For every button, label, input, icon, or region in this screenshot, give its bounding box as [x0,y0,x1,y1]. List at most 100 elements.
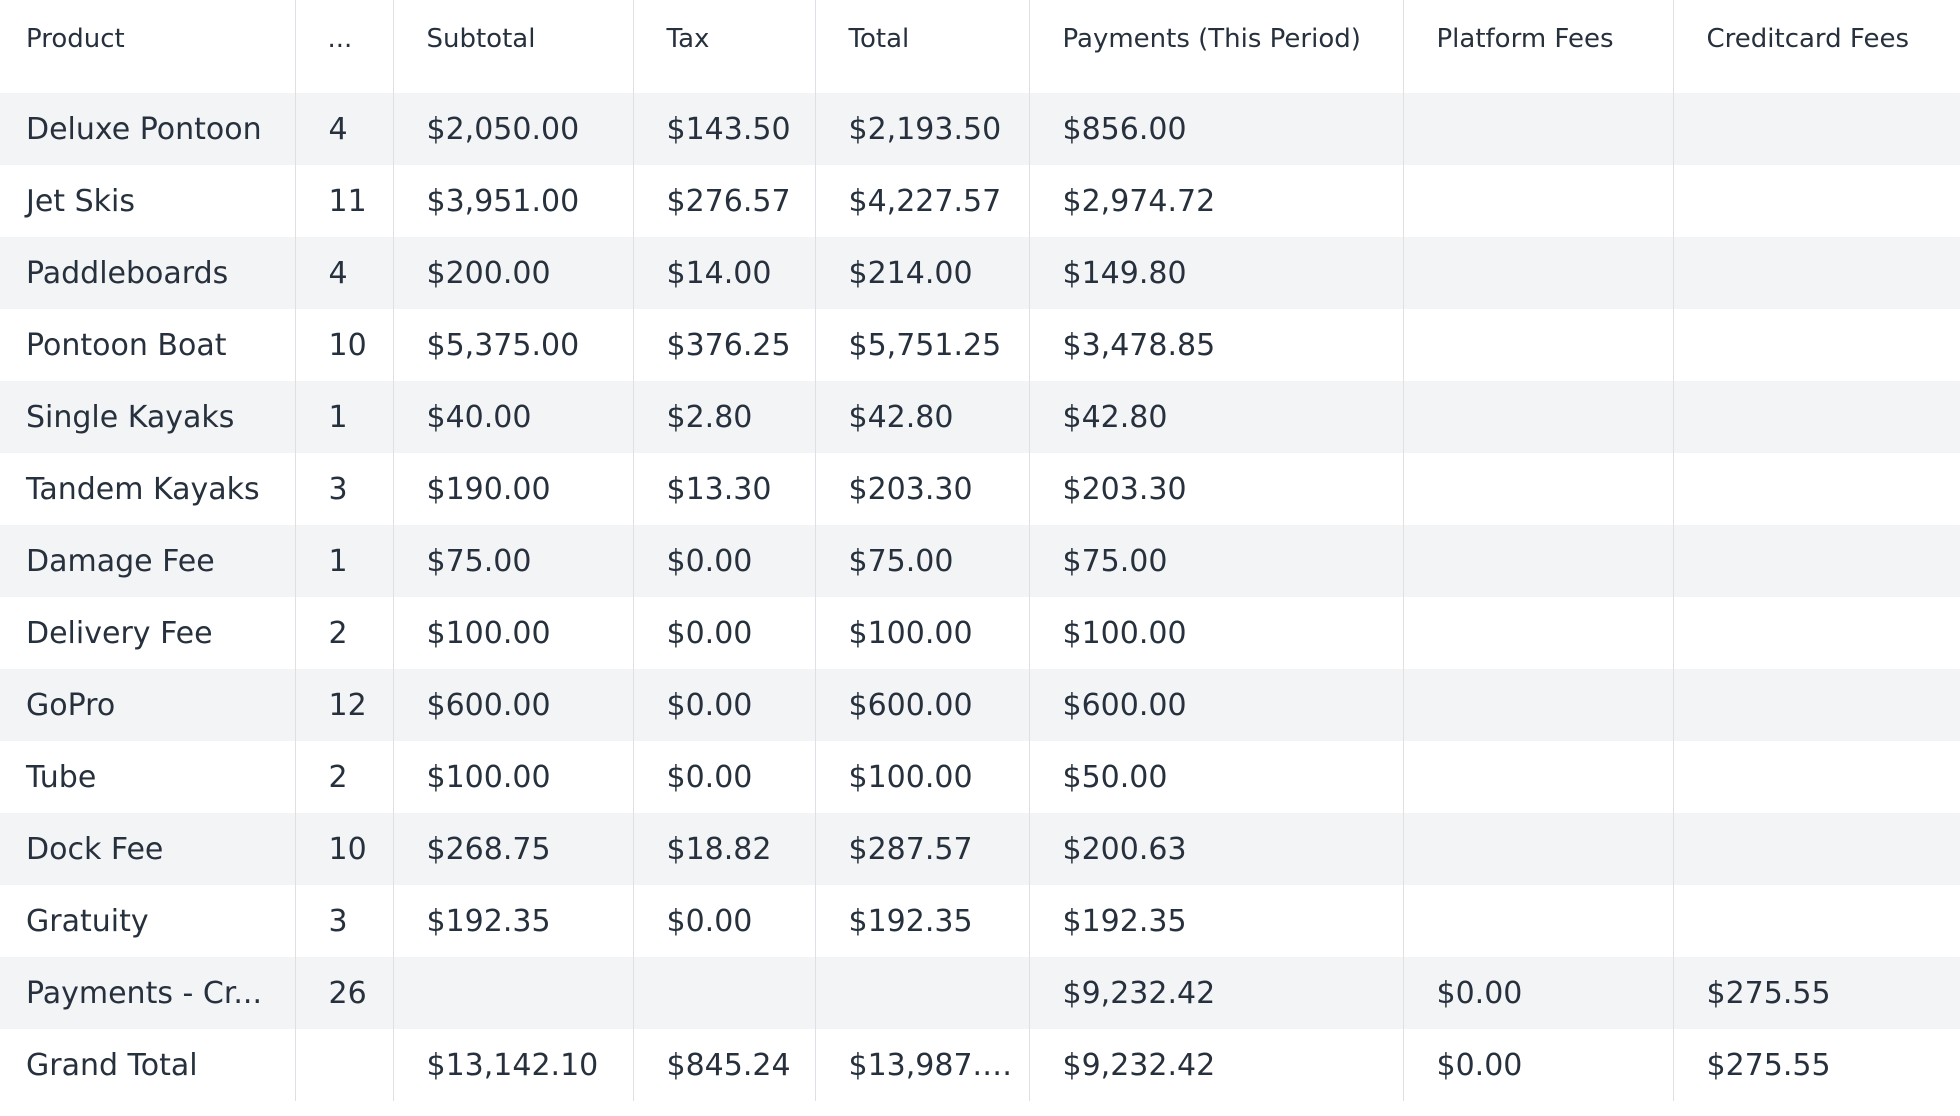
cell-product: Paddleboards [0,237,295,309]
cell-total: $287.57 [814,813,1029,885]
cell-quantity: 2 [294,741,393,813]
table-row[interactable]: Gratuity 3 $192.35 $0.00 $192.35 $192.35 [0,885,1960,957]
table-row[interactable]: Damage Fee 1 $75.00 $0.00 $75.00 $75.00 [0,525,1960,597]
cell-subtotal: $75.00 [392,525,633,597]
cell-total: $600.00 [814,669,1029,741]
cell-platform-fees [1402,93,1673,165]
cell-total: $2,193.50 [814,93,1029,165]
cell-tax: $13.30 [632,453,815,525]
cell-subtotal: $100.00 [392,597,633,669]
cell-total: $75.00 [814,525,1029,597]
cell-product: Delivery Fee [0,597,295,669]
cell-creditcard-fees [1672,597,1960,669]
cell-payments: $9,232.42 [1028,1029,1403,1101]
table-row[interactable]: Grand Total $13,142.10 $845.24 $13,987.34 $9… [0,1029,1960,1101]
cell-payments: $203.30 [1028,453,1403,525]
cell-product: Pontoon Boat [0,309,295,381]
table-row[interactable]: Payments - Cr... 26 $9,232.42 $0.00 $275.55 [0,957,1960,1029]
cell-subtotal: $3,951.00 [392,165,633,237]
table-row[interactable]: Pontoon Boat 10 $5,375.00 $376.25 $5,751.25 $… [0,309,1960,381]
cell-creditcard-fees [1672,453,1960,525]
table-row[interactable]: GoPro 12 $600.00 $0.00 $600.00 $600.00 [0,669,1960,741]
cell-product: Single Kayaks [0,381,295,453]
cell-creditcard-fees: $275.55 [1672,1029,1960,1101]
column-header-tax[interactable]: Tax [632,0,815,93]
cell-tax: $2.80 [632,381,815,453]
cell-quantity: 12 [294,669,393,741]
cell-payments: $75.00 [1028,525,1403,597]
column-header-platform-fees[interactable]: Platform Fees [1402,0,1673,93]
cell-subtotal [392,957,633,1029]
table-row[interactable]: Paddleboards 4 $200.00 $14.00 $214.00 $149.80 [0,237,1960,309]
cell-creditcard-fees: $275.55 [1672,957,1960,1029]
cell-subtotal: $192.35 [392,885,633,957]
cell-total: $42.80 [814,381,1029,453]
cell-creditcard-fees [1672,669,1960,741]
cell-subtotal: $2,050.00 [392,93,633,165]
cell-tax: $0.00 [632,525,815,597]
cell-creditcard-fees [1672,525,1960,597]
cell-total: $203.30 [814,453,1029,525]
cell-payments: $42.80 [1028,381,1403,453]
cell-total: $100.00 [814,741,1029,813]
cell-payments: $149.80 [1028,237,1403,309]
cell-payments: $192.35 [1028,885,1403,957]
cell-tax: $276.57 [632,165,815,237]
cell-total [814,957,1029,1029]
cell-payments: $200.63 [1028,813,1403,885]
cell-total: $13,987.34 [814,1029,1029,1101]
cell-product: Grand Total [0,1029,295,1101]
column-header-subtotal[interactable]: Subtotal [392,0,633,93]
cell-subtotal: $100.00 [392,741,633,813]
cell-product: Dock Fee [0,813,295,885]
cell-payments: $856.00 [1028,93,1403,165]
cell-quantity: 3 [294,453,393,525]
table-row[interactable]: Tube 2 $100.00 $0.00 $100.00 $50.00 [0,741,1960,813]
cell-tax [632,957,815,1029]
table-row[interactable]: Tandem Kayaks 3 $190.00 $13.30 $203.30 $203.3… [0,453,1960,525]
table-row[interactable]: Deluxe Pontoon 4 $2,050.00 $143.50 $2,193.50… [0,93,1960,165]
cell-subtotal: $200.00 [392,237,633,309]
table-row[interactable]: Delivery Fee 2 $100.00 $0.00 $100.00 $100.00 [0,597,1960,669]
table-row[interactable]: Dock Fee 10 $268.75 $18.82 $287.57 $200.63 [0,813,1960,885]
cell-tax: $0.00 [632,597,815,669]
cell-platform-fees [1402,453,1673,525]
table-row[interactable]: Single Kayaks 1 $40.00 $2.80 $42.80 $42.80 [0,381,1960,453]
cell-platform-fees [1402,309,1673,381]
cell-tax: $0.00 [632,669,815,741]
cell-tax: $18.82 [632,813,815,885]
cell-platform-fees [1402,669,1673,741]
cell-payments: $100.00 [1028,597,1403,669]
cell-product: Damage Fee [0,525,295,597]
cell-quantity [294,1029,393,1101]
cell-quantity: 2 [294,597,393,669]
cell-platform-fees [1402,165,1673,237]
cell-creditcard-fees [1672,813,1960,885]
column-header-creditcard-fees[interactable]: Creditcard Fees [1672,0,1960,93]
column-header-total[interactable]: Total [814,0,1029,93]
cell-subtotal: $40.00 [392,381,633,453]
cell-quantity: 1 [294,525,393,597]
cell-tax: $0.00 [632,885,815,957]
cell-platform-fees [1402,813,1673,885]
cell-quantity: 10 [294,813,393,885]
cell-subtotal: $5,375.00 [392,309,633,381]
cell-quantity: 10 [294,309,393,381]
cell-product: Gratuity [0,885,295,957]
cell-product: GoPro [0,669,295,741]
cell-product: Tube [0,741,295,813]
cell-platform-fees: $0.00 [1402,1029,1673,1101]
cell-payments: $50.00 [1028,741,1403,813]
column-header-product[interactable]: Product [26,23,125,54]
table-row[interactable]: Jet Skis 11 $3,951.00 $276.57 $4,227.57 $2,97… [0,165,1960,237]
cell-creditcard-fees [1672,309,1960,381]
column-header-payments[interactable]: Payments (This Period) [1028,0,1403,93]
cell-total: $214.00 [814,237,1029,309]
cell-platform-fees [1402,237,1673,309]
cell-creditcard-fees [1672,93,1960,165]
cell-platform-fees [1402,597,1673,669]
column-header-quantity[interactable]: ... [294,0,393,93]
header-row: Product ... Subtotal Tax Total Payments … [0,0,1960,93]
cell-payments: $600.00 [1028,669,1403,741]
